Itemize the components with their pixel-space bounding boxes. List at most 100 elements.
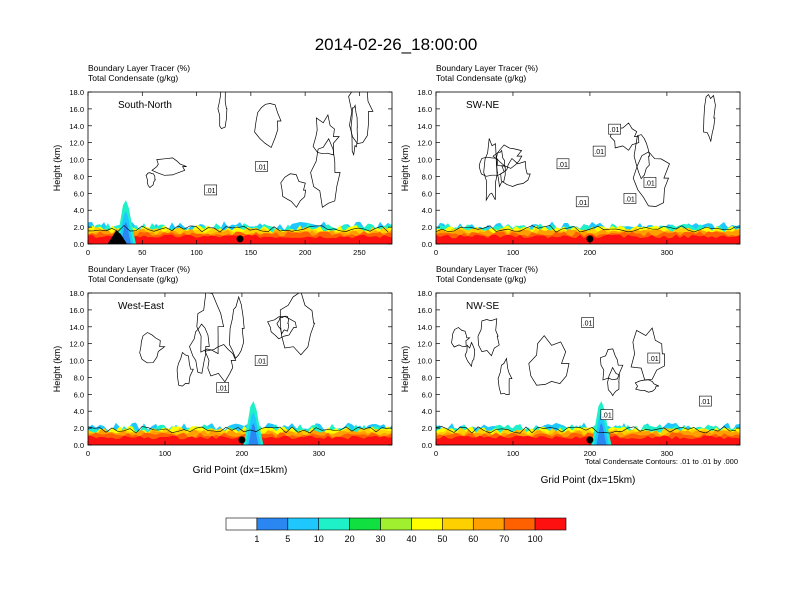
panel-name: SW-NE — [466, 100, 499, 111]
colorbar-label: 30 — [376, 534, 386, 544]
condensate-contour — [436, 426, 737, 434]
condensate-contour — [497, 357, 513, 395]
x-tick-label: 200 — [236, 449, 249, 458]
y-tick-label: 8.0 — [74, 172, 84, 181]
condensate-contour — [478, 156, 506, 177]
x-axis-label: Grid Point (dx=15km) — [193, 465, 288, 476]
y-tick-label: 2.0 — [422, 223, 432, 232]
y-tick-label: 10.0 — [69, 156, 84, 165]
condensate-contour — [464, 341, 476, 368]
contour-label-box — [643, 177, 657, 188]
contour-label: .01 — [218, 386, 228, 393]
x-tick-label: 300 — [661, 449, 674, 458]
condensate-contour — [477, 318, 500, 357]
plot-area: .01 .01 — [88, 92, 392, 244]
plot-frame — [435, 91, 741, 245]
panel-nw-se: .01 .01 .01 .01 0.0 2.0 4.0 6.0 8.0 10.0 12.0 14.0 1… — [400, 264, 741, 486]
condensate-contour — [348, 92, 374, 144]
panel-name: NW-SE — [466, 301, 499, 312]
y-tick-label: 4.0 — [422, 407, 432, 416]
condensate-contour — [267, 316, 297, 340]
y-tick-label: 4.0 — [422, 206, 432, 215]
y-tick-label: 10.0 — [69, 357, 84, 366]
x-tick-label: 100 — [190, 248, 203, 257]
condensate-contour — [633, 134, 651, 180]
y-tick-label: 6.0 — [74, 189, 84, 198]
contour-label: .01 — [602, 413, 612, 420]
contour-label-box — [647, 352, 661, 364]
colorbar: 1 5 10 20 30 40 50 60 70 100 — [225, 517, 567, 544]
y-tick-label: 12.0 — [417, 139, 432, 148]
panel-subtitle: Boundary Layer Tracer (%) — [88, 264, 190, 274]
x-tick-label: 0 — [86, 248, 90, 257]
y-tick-label: 10.0 — [417, 357, 432, 366]
x-tick-label: 100 — [507, 248, 520, 257]
contour-label: .01 — [700, 399, 710, 406]
y-tick-label: 8.0 — [422, 172, 432, 181]
plot-area: .01 .01 — [88, 293, 392, 445]
panel-sw-ne: .01 .01 .01 .01 .01 .01 0.0 2.0 4.0 6.0 8.0 10.0 12.… — [400, 63, 741, 257]
y-tick-label: 14.0 — [417, 323, 432, 332]
y-tick-label: 2.0 — [422, 424, 432, 433]
colorbar-swatch — [349, 517, 381, 531]
condensate-contour — [189, 323, 210, 374]
condensate-contour — [88, 426, 389, 434]
colorbar-swatch — [380, 517, 412, 531]
x-tick-label: 300 — [661, 248, 674, 257]
panel-west-east: .01 .01 0.0 2.0 4.0 6.0 8.0 10.0 12.0 14.0 16.0 18.… — [52, 264, 393, 476]
contour-label: .01 — [610, 127, 620, 134]
contour-label-box — [592, 145, 606, 157]
colorbar-swatch — [472, 517, 505, 531]
location-marker — [586, 235, 594, 243]
y-tick-label: 14.0 — [69, 122, 84, 131]
condensate-contour — [451, 327, 471, 348]
condensate-contour — [312, 114, 340, 156]
colorbar-swatch — [287, 517, 320, 531]
y-tick-label: 2.0 — [74, 424, 84, 433]
colorbar-label: 50 — [437, 534, 447, 544]
x-tick-label: 0 — [434, 248, 438, 257]
location-marker — [238, 436, 246, 444]
condensate-contour — [151, 157, 187, 176]
terrain — [107, 230, 128, 244]
x-tick-label: 200 — [299, 248, 312, 257]
y-tick-label: 16.0 — [417, 306, 432, 315]
contour-label-box — [255, 161, 269, 172]
panel-subtitle: Boundary Layer Tracer (%) — [436, 264, 538, 274]
contour-label-box — [623, 193, 637, 204]
x-axis-label: Grid Point (dx=15km) — [541, 475, 636, 486]
y-tick-label: 14.0 — [417, 122, 432, 131]
condensate-contour — [204, 344, 237, 383]
colorbar-label: 70 — [499, 534, 509, 544]
contour-label-box — [608, 123, 621, 135]
colorbar-label: 100 — [528, 534, 543, 544]
condensate-contour — [630, 327, 665, 381]
colorbar-label: 10 — [314, 534, 324, 544]
x-tick-label: 50 — [138, 248, 146, 257]
contour-label-box — [600, 409, 614, 420]
colorbar-label: 5 — [285, 534, 290, 544]
y-tick-label: 12.0 — [69, 340, 84, 349]
condensate-contour — [196, 293, 225, 355]
x-tick-label: 300 — [313, 449, 326, 458]
condensate-contour — [217, 92, 228, 130]
colorbar-label: 20 — [345, 534, 355, 544]
contour-label: .01 — [558, 162, 568, 169]
y-tick-label: 18.0 — [69, 88, 84, 97]
y-tick-label: 8.0 — [74, 373, 84, 382]
y-tick-label: 4.0 — [74, 206, 84, 215]
condensate-contour — [495, 149, 506, 188]
plot-frame — [87, 292, 393, 446]
y-tick-label: 0.0 — [74, 240, 84, 249]
y-tick-label: 16.0 — [69, 105, 84, 114]
condensate-contour — [607, 366, 620, 397]
x-tick-label: 250 — [353, 248, 366, 257]
condensate-contour — [310, 138, 341, 208]
contour-label-box — [216, 382, 229, 393]
panel-subtitle: Boundary Layer Tracer (%) — [88, 63, 190, 73]
contour-label: .01 — [645, 180, 655, 187]
tracer-plume — [596, 423, 607, 445]
y-tick-label: 10.0 — [417, 156, 432, 165]
contour-label: .01 — [577, 200, 587, 207]
plot-area: .01 .01 .01 .01 .01 .01 — [436, 94, 740, 244]
